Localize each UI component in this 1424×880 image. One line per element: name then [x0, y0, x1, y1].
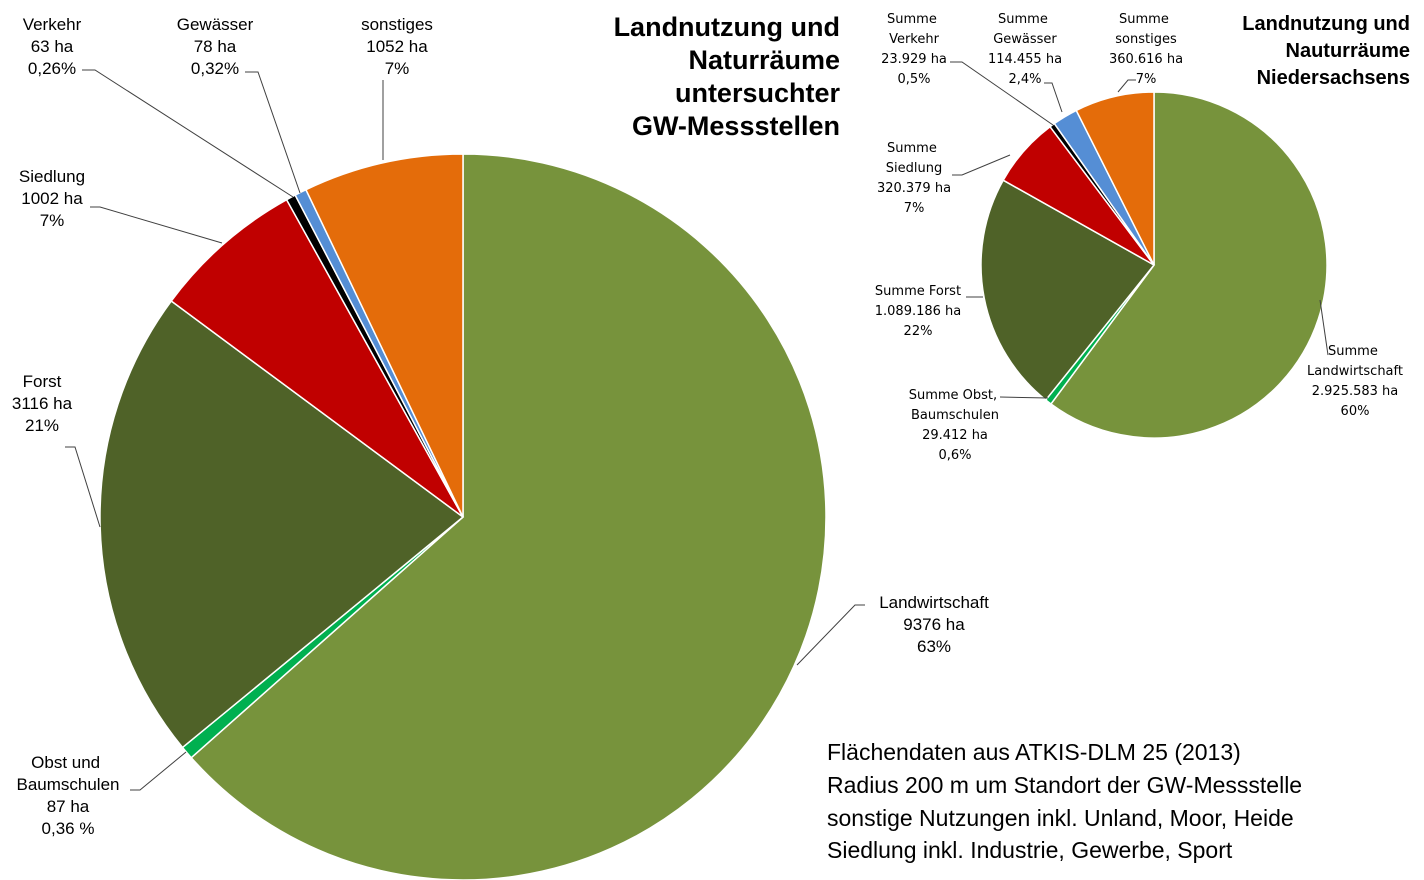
percent-label: 7% — [1136, 72, 1157, 87]
value-label: 1002 ha — [21, 189, 83, 208]
leader-line — [999, 396, 1049, 399]
slice-label: Summe Forst — [875, 284, 961, 299]
pie-slice — [1075, 91, 1155, 266]
leader-line — [1117, 79, 1136, 93]
chart-title: untersuchter — [675, 78, 841, 108]
percent-label: 0,26% — [28, 59, 76, 78]
leader-line — [90, 206, 223, 244]
chart-title: GW-Messstellen — [632, 111, 840, 141]
slice-label: Obst und Baumschulen — [16, 753, 119, 794]
chart-title: Landnutzung und — [614, 12, 840, 42]
slice-label: Summe Obst, Baumschulen — [909, 388, 1002, 423]
slice-label: Landwirtschaft — [879, 593, 989, 612]
leader-line — [65, 446, 101, 528]
value-label: 1.089.186 ha — [875, 304, 962, 319]
chart-title: Naturräume — [688, 45, 840, 75]
leader-line — [950, 61, 1054, 126]
percent-label: 0,6% — [938, 448, 971, 463]
notes: Flächendaten aus ATKIS-DLM 25 (2013) Rad… — [827, 739, 1302, 863]
percent-label: 2,4% — [1008, 72, 1041, 87]
pie-chart: Landnutzung und Nauturräume Niedersachsens… — [875, 12, 1410, 463]
percent-label: 7% — [40, 211, 65, 230]
note: Radius 200 m um Standort der GW-Messstel… — [827, 772, 1302, 798]
value-label: 3116 ha — [12, 394, 73, 413]
percent-label: 22% — [904, 324, 933, 339]
slice-label: Summe Landwirtschaft — [1307, 344, 1403, 379]
note: Siedlung inkl. Industrie, Gewerbe, Sport — [827, 837, 1233, 863]
value-label: 360.616 ha — [1109, 52, 1183, 67]
pie-slice — [190, 153, 827, 880]
pie-slice — [980, 179, 1156, 402]
percent-label: 7% — [385, 59, 410, 78]
percent-label: 0,36 % — [42, 819, 95, 838]
slice-label: Summe Gewässer — [993, 12, 1057, 47]
value-label: 2.925.583 ha — [1312, 384, 1399, 399]
chart-title: Nauturräume — [1286, 40, 1410, 62]
value-label: 63 ha — [31, 37, 74, 56]
percent-label: 60% — [1341, 404, 1370, 419]
value-label: 114.455 ha — [988, 52, 1062, 67]
leader-line — [796, 604, 865, 666]
note: Flächendaten aus ATKIS-DLM 25 (2013) — [827, 739, 1241, 765]
slice-label: sonstiges — [361, 15, 433, 34]
pie-chart: Landnutzung undNaturräumeuntersuchterGW-… — [12, 12, 989, 880]
note: sonstige Nutzungen inkl. Unland, Moor, H… — [827, 805, 1294, 831]
chart-title: Landnutzung und — [1242, 13, 1410, 35]
value-label: 320.379 ha — [877, 181, 951, 196]
percent-label: 21% — [25, 416, 59, 435]
value-label: 78 ha — [194, 37, 237, 56]
chart-title: Niedersachsens — [1257, 67, 1410, 89]
slice-label: Summe Siedlung — [886, 141, 942, 176]
slice-label: Siedlung — [19, 167, 85, 186]
leader-line — [130, 751, 187, 791]
value-label: 29.412 ha — [922, 428, 988, 443]
leader-line — [245, 71, 301, 194]
value-label: 23.929 ha — [881, 52, 947, 67]
pie-slice — [304, 153, 464, 518]
slice-label: Summe Verkehr — [887, 12, 941, 47]
value-label: 87 ha — [47, 797, 90, 816]
pie-slice — [1049, 91, 1328, 439]
value-label: 1052 ha — [366, 37, 428, 56]
percent-label: 7% — [904, 201, 925, 216]
pie-slice — [170, 198, 464, 518]
value-label: 9376 ha — [903, 615, 965, 634]
percent-label: 0,5% — [897, 72, 930, 87]
leader-line — [1319, 299, 1329, 356]
leader-line — [1044, 82, 1063, 113]
slice-label: Summe sonstiges — [1115, 12, 1177, 47]
percent-label: 0,32% — [191, 59, 239, 78]
slice-label: Gewässer — [177, 15, 254, 34]
slice-label: Forst — [23, 372, 62, 391]
percent-label: 63% — [917, 637, 951, 656]
slice-label: Verkehr — [23, 15, 82, 34]
leader-line — [952, 154, 1011, 176]
leader-line — [82, 69, 294, 198]
